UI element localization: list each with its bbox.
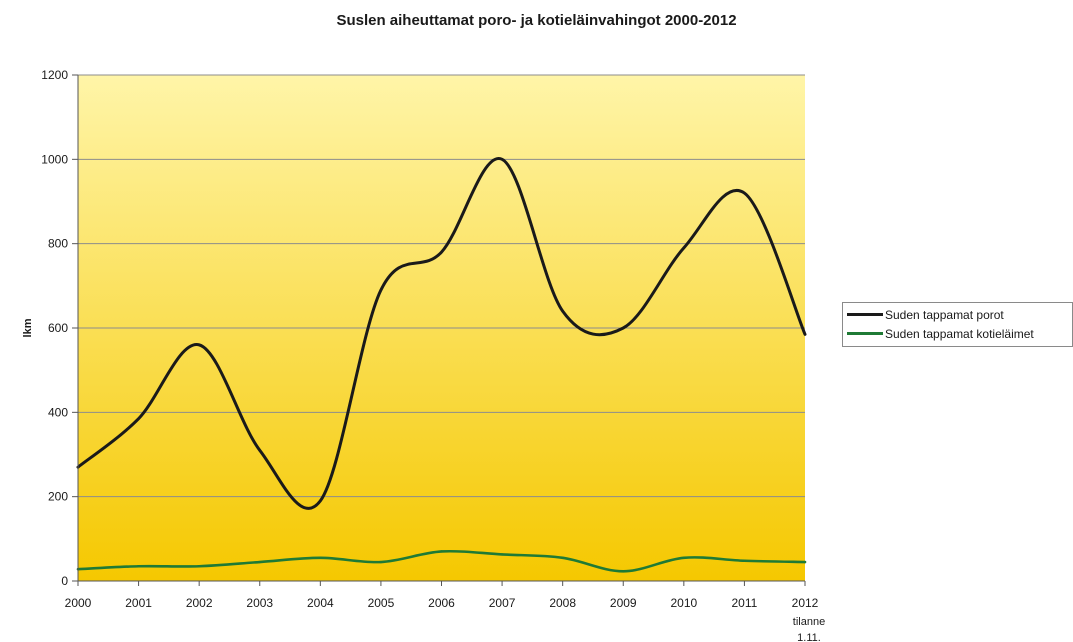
x-tick-label: 2010 bbox=[670, 596, 697, 610]
y-tick-label: 0 bbox=[61, 574, 68, 588]
x-tick-label: 2001 bbox=[125, 596, 152, 610]
data-point bbox=[258, 560, 261, 564]
data-point bbox=[803, 333, 807, 336]
x-tick-label: 2007 bbox=[489, 596, 516, 610]
y-tick-label: 1000 bbox=[41, 152, 68, 166]
legend-item: Suden tappamat kotieläimet bbox=[847, 324, 1068, 343]
data-point bbox=[743, 559, 746, 562]
data-point bbox=[197, 343, 201, 347]
legend-item: Suden tappamat porot bbox=[847, 305, 1068, 324]
data-point bbox=[379, 560, 383, 564]
gridlines bbox=[78, 74, 805, 498]
x-tick-labels: 2000 2001 2002 2003 2004 2005 2006 2007 2008 2009… bbox=[65, 596, 826, 642]
x-tick-label: 2008 bbox=[549, 596, 576, 610]
legend-swatch bbox=[847, 332, 883, 335]
data-point bbox=[500, 158, 504, 161]
data-point bbox=[682, 556, 686, 560]
y-tick-label: 400 bbox=[48, 405, 68, 419]
y-axis-label: lkm bbox=[22, 318, 34, 337]
data-point bbox=[440, 250, 443, 254]
x-tick-sublabel: tilanne bbox=[793, 616, 825, 628]
data-point bbox=[379, 288, 383, 292]
y-tick-label: 200 bbox=[48, 490, 68, 504]
x-tick-label: 2002 bbox=[186, 596, 213, 610]
chart-title: Suslen aiheuttamat poro- ja kotieläinvah… bbox=[336, 12, 737, 29]
data-point bbox=[137, 565, 140, 568]
x-tick-sublabel: 1.11. bbox=[797, 632, 821, 642]
data-point bbox=[197, 565, 201, 568]
data-point bbox=[622, 326, 625, 330]
x-tick-label: 2012 bbox=[792, 596, 819, 610]
y-tick-label: 1200 bbox=[41, 68, 68, 82]
data-point bbox=[258, 449, 261, 452]
data-point bbox=[319, 556, 322, 560]
legend: Suden tappamat porot Suden tappamat kotie… bbox=[842, 302, 1073, 347]
y-tick-labels: 0 200 400 600 800 1000 1200 bbox=[41, 68, 68, 588]
data-point bbox=[561, 556, 564, 560]
data-point bbox=[561, 309, 564, 313]
y-tick-label: 800 bbox=[48, 237, 68, 251]
x-tick-label: 2004 bbox=[307, 596, 334, 610]
data-point bbox=[682, 246, 686, 250]
data-point bbox=[622, 570, 625, 573]
series-lines bbox=[76, 157, 807, 573]
legend-label: Suden tappamat porot bbox=[885, 307, 1004, 322]
x-tick-label: 2009 bbox=[610, 596, 637, 610]
data-point bbox=[500, 553, 504, 556]
data-point bbox=[743, 191, 746, 195]
data-point bbox=[440, 550, 443, 553]
x-tick-label: 2005 bbox=[368, 596, 395, 610]
x-tick-label: 2000 bbox=[65, 596, 92, 610]
data-point bbox=[803, 560, 807, 564]
data-point bbox=[319, 499, 322, 503]
x-tick-label: 2011 bbox=[732, 596, 758, 610]
data-point bbox=[137, 417, 140, 420]
x-tick-label: 2003 bbox=[246, 596, 273, 610]
legend-swatch bbox=[847, 313, 883, 316]
axes bbox=[72, 74, 806, 586]
y-tick-label: 600 bbox=[48, 321, 68, 335]
legend-label: Suden tappamat kotieläimet bbox=[885, 326, 1034, 341]
x-tick-label: 2006 bbox=[428, 596, 455, 610]
